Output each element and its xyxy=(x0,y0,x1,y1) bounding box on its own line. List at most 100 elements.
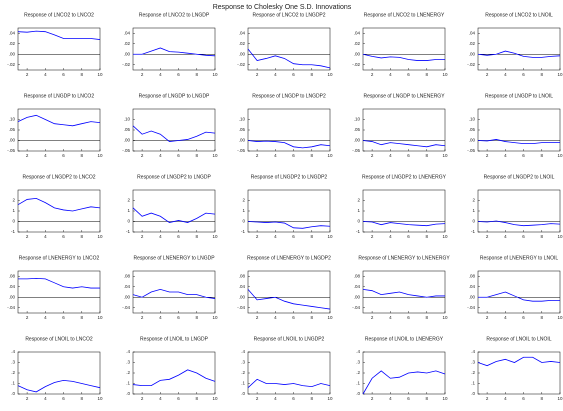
x-tick-label: 6 xyxy=(407,315,410,320)
y-tick-label: .00 xyxy=(239,138,246,143)
x-tick-label: 10 xyxy=(327,153,333,158)
x-tick-label: 4 xyxy=(44,315,47,320)
y-tick-label: -1 xyxy=(356,229,360,234)
x-tick-label: 10 xyxy=(212,315,218,320)
panel-title: Response of LNGDP2 to LNCO2 xyxy=(22,174,95,180)
y-tick-label: -.05 xyxy=(467,148,475,153)
y-tick-label: -.04 xyxy=(352,305,360,310)
y-tick-label: -.04 xyxy=(237,305,245,310)
x-tick-label: 10 xyxy=(557,153,563,158)
x-tick-label: 8 xyxy=(196,153,199,158)
x-tick-label: 4 xyxy=(274,396,277,401)
y-tick-label: .04 xyxy=(9,284,16,289)
y-tick-label: -.02 xyxy=(122,62,130,67)
x-tick-label: 8 xyxy=(81,234,84,239)
plot-frame xyxy=(132,270,216,314)
y-tick-label: .04 xyxy=(9,30,16,35)
x-tick-label: 4 xyxy=(44,396,47,401)
panel-title: Response of LNOIL to LNGDP xyxy=(140,336,209,342)
plot-frame xyxy=(477,351,561,395)
panel-title: Response of LNCO2 to LNOIL xyxy=(485,12,553,18)
y-tick-label: -.05 xyxy=(352,148,360,153)
x-tick-label: 2 xyxy=(141,396,144,401)
plot-frame xyxy=(362,270,446,314)
y-tick-label: .02 xyxy=(354,41,361,46)
x-tick-label: 8 xyxy=(311,153,314,158)
page-title: Response to Cholesky One S.D. Innovation… xyxy=(213,4,352,11)
plot-frame xyxy=(362,27,446,71)
x-tick-label: 6 xyxy=(177,153,180,158)
y-tick-label: .10 xyxy=(9,117,16,122)
y-tick-label: .2 xyxy=(241,370,245,375)
plot-frame xyxy=(132,189,216,233)
plot-frame xyxy=(362,351,446,395)
x-tick-label: 8 xyxy=(541,234,544,239)
x-tick-label: 10 xyxy=(97,234,103,239)
x-tick-label: 10 xyxy=(442,153,448,158)
response-line xyxy=(247,378,331,388)
plot-frame xyxy=(17,270,101,314)
x-tick-label: 8 xyxy=(426,315,429,320)
panel-title: Response of LNENERGY to LNENERGY xyxy=(358,255,450,261)
y-tick-label: .2 xyxy=(126,370,130,375)
y-tick-label: .00 xyxy=(9,138,16,143)
x-tick-label: 6 xyxy=(522,72,525,77)
y-tick-label: -.05 xyxy=(7,148,15,153)
y-tick-label: .00 xyxy=(469,51,476,56)
x-tick-label: 6 xyxy=(177,396,180,401)
x-tick-label: 4 xyxy=(159,153,162,158)
x-tick-label: 10 xyxy=(327,315,333,320)
panel-title: Response of LNOIL to LNGDP2 xyxy=(254,336,325,342)
x-tick-label: 2 xyxy=(371,396,374,401)
plot-frame xyxy=(247,270,331,314)
y-tick-label: .00 xyxy=(9,51,16,56)
panel-title: Response of LNOIL to LNOIL xyxy=(486,336,551,342)
x-tick-label: 4 xyxy=(274,234,277,239)
y-tick-label: .08 xyxy=(9,273,16,278)
x-tick-label: 2 xyxy=(371,234,374,239)
x-tick-label: 6 xyxy=(62,315,65,320)
y-tick-label: 0 xyxy=(127,219,130,224)
x-tick-label: 8 xyxy=(426,396,429,401)
y-tick-label: .0 xyxy=(471,391,475,396)
y-tick-label: .04 xyxy=(239,284,246,289)
plot-frame xyxy=(477,27,561,71)
plot-frame xyxy=(477,108,561,152)
panel-title: Response of LNOIL to LNCO2 xyxy=(25,336,93,342)
x-tick-label: 10 xyxy=(327,396,333,401)
plot-frame xyxy=(132,351,216,395)
response-line xyxy=(132,288,216,299)
x-tick-label: 6 xyxy=(177,315,180,320)
x-tick-label: 8 xyxy=(541,153,544,158)
y-tick-label: .08 xyxy=(124,273,131,278)
y-tick-label: .1 xyxy=(126,381,130,386)
panel-title: Response of LNCO2 to LNGDP2 xyxy=(252,12,325,18)
response-line xyxy=(17,114,101,127)
x-tick-label: 4 xyxy=(159,234,162,239)
y-tick-label: -1 xyxy=(11,229,15,234)
y-tick-label: -.05 xyxy=(122,148,130,153)
x-tick-label: 10 xyxy=(97,315,103,320)
response-line xyxy=(17,197,101,212)
x-tick-label: 8 xyxy=(81,396,84,401)
x-tick-label: 6 xyxy=(292,72,295,77)
x-tick-label: 6 xyxy=(292,234,295,239)
y-tick-label: .00 xyxy=(124,51,131,56)
y-tick-label: .08 xyxy=(354,273,361,278)
y-tick-label: 0 xyxy=(357,219,360,224)
response-line xyxy=(478,291,560,302)
y-tick-label: .1 xyxy=(11,381,15,386)
x-tick-label: 8 xyxy=(426,153,429,158)
y-tick-label: .0 xyxy=(11,391,15,396)
y-tick-label: .05 xyxy=(354,127,361,132)
y-tick-label: .4 xyxy=(471,349,475,354)
x-tick-label: 8 xyxy=(81,153,84,158)
x-tick-label: 10 xyxy=(327,72,333,77)
x-tick-label: 2 xyxy=(371,153,374,158)
x-tick-label: 4 xyxy=(389,153,392,158)
response-line xyxy=(133,47,216,57)
y-tick-label: 1 xyxy=(12,208,15,213)
y-tick-label: .10 xyxy=(124,117,131,122)
x-tick-label: 8 xyxy=(541,72,544,77)
response-line xyxy=(362,288,445,298)
